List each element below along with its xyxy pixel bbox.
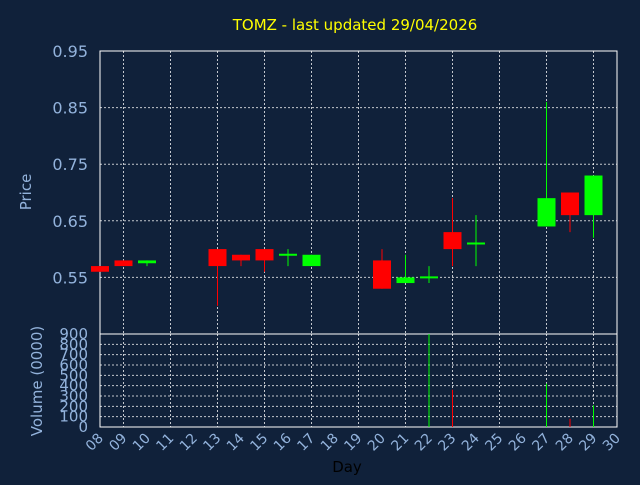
day-tick-label: 09 <box>106 431 130 455</box>
volume-tick-label: 100 <box>59 408 88 426</box>
day-tick-label: 16 <box>271 430 295 454</box>
price-tick-label: 0.75 <box>52 155 88 174</box>
candles <box>91 101 603 306</box>
volume-axis-label: Volume (0000) <box>28 326 46 436</box>
chart-title: TOMZ - last updated 29/04/2026 <box>232 16 478 34</box>
day-tick-label: 28 <box>553 431 577 455</box>
volume-tick-label: 0 <box>78 418 88 436</box>
day-tick-label: 29 <box>576 431 600 455</box>
day-tick-label: 20 <box>365 431 389 455</box>
volume-tick-label: 700 <box>59 346 88 364</box>
day-tick-label: 25 <box>482 431 506 455</box>
volume-tick-label: 400 <box>59 377 88 395</box>
day-tick-label: 27 <box>529 431 553 455</box>
price-axis-ticks: 0.95 0.85 0.75 0.65 0.55 <box>52 42 88 287</box>
candle-body <box>302 254 321 267</box>
price-tick-label: 0.85 <box>52 99 88 118</box>
day-tick-label: 15 <box>247 431 271 455</box>
day-tick-label: 11 <box>153 431 177 455</box>
day-tick-label: 24 <box>459 430 483 454</box>
volume-tick-label: 500 <box>59 366 88 384</box>
candle-body <box>443 232 462 250</box>
day-tick-label: 13 <box>200 431 224 455</box>
candle-body <box>373 260 391 289</box>
volume-panel-frame <box>99 333 618 428</box>
candle-body <box>91 266 109 272</box>
day-tick-label: 21 <box>388 431 412 455</box>
price-tick-label: 0.55 <box>52 268 88 287</box>
price-axis-label: Price <box>17 174 35 211</box>
candle-body <box>537 198 556 227</box>
candle-body <box>584 175 603 216</box>
candle-body <box>232 254 250 261</box>
candle-body <box>255 249 274 261</box>
price-grid <box>100 50 617 334</box>
volume-bars <box>428 334 594 427</box>
candle-body <box>138 260 156 264</box>
day-tick-label: 14 <box>224 430 248 454</box>
day-tick-label: 10 <box>130 431 154 455</box>
day-tick-label: 23 <box>435 431 459 455</box>
volume-tick-label: 200 <box>59 397 88 415</box>
volume-tick-label: 600 <box>59 356 88 374</box>
price-tick-label: 0.65 <box>52 212 88 231</box>
day-axis-ticks: 08 09 10 11 12 13 14 15 16 17 18 19 20 21 22 23 24 25 26 27… <box>83 430 624 454</box>
volume-tick-label: 900 <box>59 325 88 343</box>
candle-body <box>396 277 415 284</box>
candle-body <box>561 192 579 216</box>
day-tick-label: 30 <box>600 431 624 455</box>
day-tick-label: 22 <box>412 431 436 455</box>
candle-body <box>208 249 227 267</box>
volume-tick-label: 800 <box>59 335 88 353</box>
volume-tick-label: 300 <box>59 387 88 405</box>
day-tick-label: 12 <box>177 431 201 455</box>
price-tick-label: 0.95 <box>52 42 88 61</box>
day-axis-label: Day <box>332 458 362 476</box>
day-tick-label: 18 <box>318 431 342 455</box>
day-tick-label: 19 <box>341 431 365 455</box>
day-tick-label: 26 <box>506 430 530 454</box>
candle-body <box>114 260 133 267</box>
day-tick-label: 17 <box>294 431 318 455</box>
volume-grid <box>100 333 617 428</box>
